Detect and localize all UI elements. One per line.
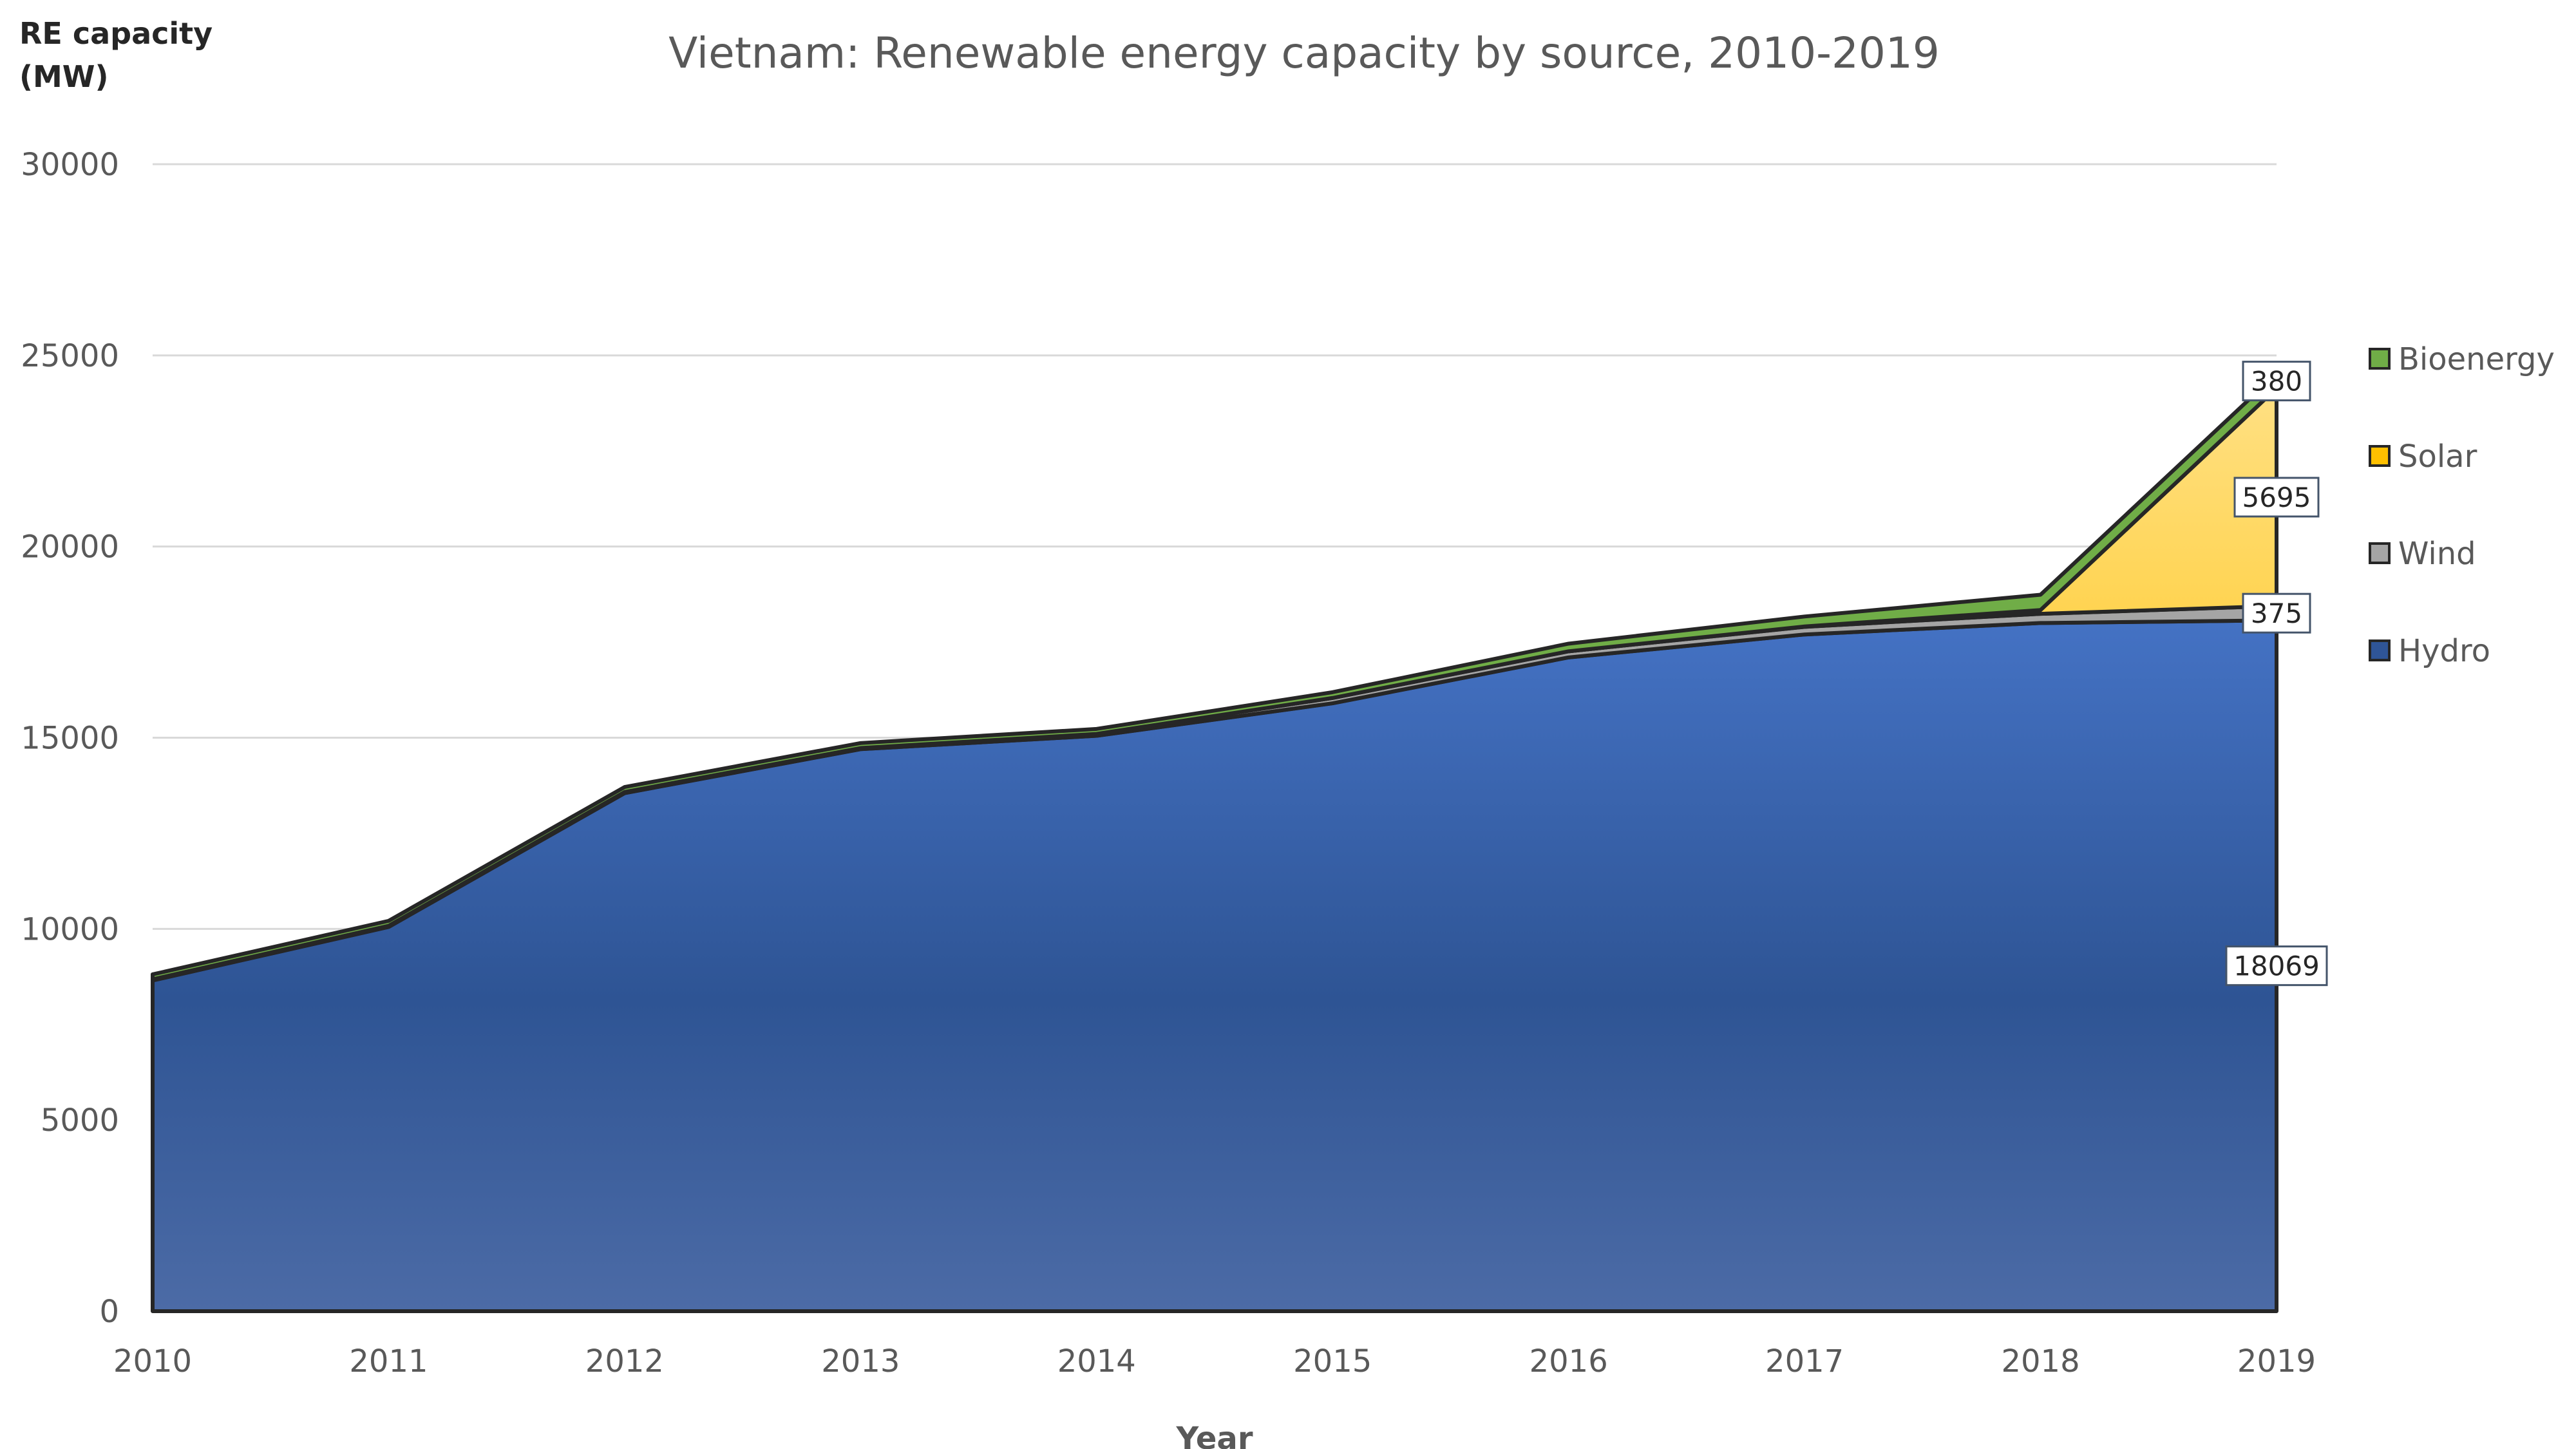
y-tick-label: 20000 [21,529,119,565]
x-tick-label: 2013 [821,1343,900,1379]
legend-swatch-bioenergy [2369,348,2391,370]
legend-label-wind: Wind [2398,536,2476,572]
chart-title: Vietnam: Renewable energy capacity by so… [668,28,1940,78]
x-tick-label: 2014 [1057,1343,1136,1379]
x-tick-label: 2019 [2237,1343,2316,1379]
legend-swatch-hydro [2369,639,2391,661]
data-label-solar: 5695 [2242,482,2311,513]
area-hydro [151,618,2278,1313]
data-label-box-solar [2233,477,2320,518]
y-tick-label: 30000 [21,147,119,183]
y-tick-label: 10000 [21,911,119,947]
data-label-hydro: 18069 [2233,951,2320,982]
x-axis-label: Year [1176,1421,1253,1449]
legend-label-solar: Solar [2398,439,2477,475]
x-tick-label: 2017 [1765,1343,1844,1379]
x-tick-label: 2010 [113,1343,192,1379]
y-axis-label-line1: RE capacity [19,16,213,51]
legend-swatch-wind [2369,542,2391,564]
data-label-box-wind [2242,592,2311,634]
y-axis-label-line2: (MW) [19,59,109,94]
x-tick-label: 2015 [1293,1343,1372,1379]
legend-swatch-solar [2369,445,2391,467]
x-tick-label: 2018 [2001,1343,2079,1379]
y-tick-label: 15000 [21,721,119,757]
legend-label-hydro: Hydro [2398,633,2490,669]
y-tick-label: 0 [99,1294,119,1330]
x-tick-label: 2012 [585,1343,664,1379]
y-tick-label: 5000 [41,1103,119,1139]
legend-label-bioenergy: Bioenergy [2398,341,2555,377]
data-label-wind: 375 [2251,598,2302,629]
data-label-box-hydro [2225,945,2328,987]
y-tick-label: 25000 [21,338,119,374]
data-label-box-bioenergy [2242,361,2311,402]
x-tick-label: 2011 [349,1343,428,1379]
x-tick-label: 2016 [1530,1343,1608,1379]
data-label-bioenergy: 380 [2251,366,2302,397]
